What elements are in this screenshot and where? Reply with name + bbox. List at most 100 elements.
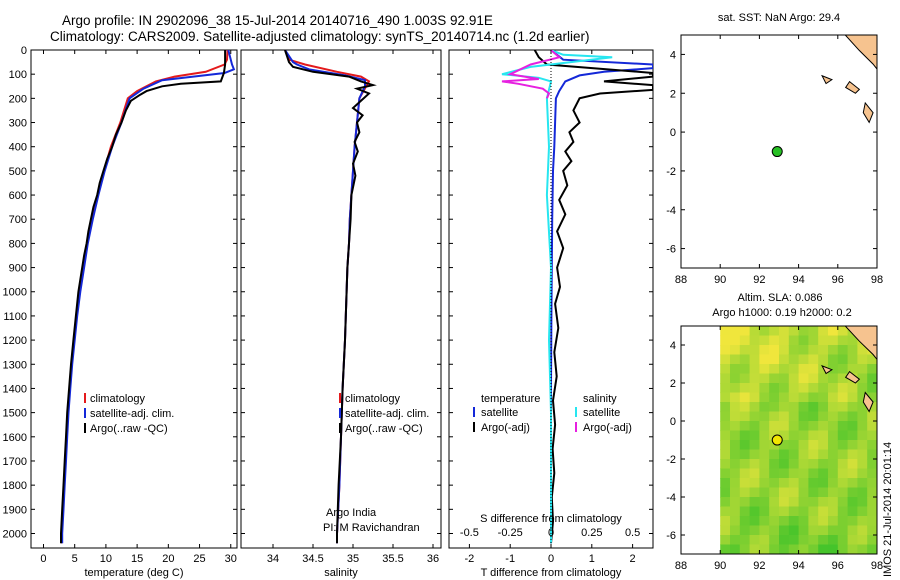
y-tick-label: 1800 — [3, 480, 27, 492]
x-tick-label: 34.5 — [302, 553, 323, 565]
heatmap-cell — [798, 516, 809, 527]
heatmap-cell — [857, 421, 868, 432]
heatmap-cell — [798, 383, 809, 394]
x-axis-label: temperature (deg C) — [84, 567, 183, 579]
heatmap-cell — [779, 345, 790, 356]
heatmap-cell — [720, 383, 731, 394]
heatmap-cell — [759, 335, 770, 346]
landmass — [844, 326, 877, 361]
legend-label: satellite-adj. clim. — [90, 408, 174, 420]
heatmap-cell — [857, 487, 868, 498]
heatmap-cell — [769, 497, 780, 508]
heatmap-cell — [788, 487, 800, 498]
heatmap-cell — [788, 516, 800, 527]
heatmap-cell — [798, 430, 809, 441]
heatmap-cell — [788, 364, 800, 375]
heatmap-cell — [808, 345, 819, 356]
heatmap-cell — [847, 497, 858, 508]
heatmap-cell — [759, 411, 770, 422]
y-tick-label: 2 — [670, 88, 676, 100]
y-tick-label: -2 — [666, 166, 676, 178]
heatmap-cell — [857, 478, 868, 489]
heatmap-cell — [818, 525, 829, 536]
heatmap-cell — [730, 516, 741, 527]
heatmap-cell — [857, 430, 868, 441]
y-tick-label: 2 — [670, 378, 676, 390]
series-line-t-satellite — [550, 50, 653, 544]
heatmap-cell — [847, 449, 858, 460]
heatmap-cell — [847, 525, 858, 536]
heatmap-cell — [720, 345, 731, 356]
heatmap-cell — [818, 326, 829, 337]
heatmap-cell — [847, 544, 858, 554]
heatmap-cell — [828, 516, 839, 527]
heatmap-cell — [808, 392, 819, 403]
heatmap-cell — [730, 411, 741, 422]
heatmap-cell — [857, 373, 868, 384]
pi-annotation-line2: PI: M Ravichandran — [323, 522, 420, 534]
heatmap-cell — [749, 516, 760, 527]
heatmap-cell — [759, 373, 770, 384]
heatmap-cell — [857, 354, 868, 365]
x-tick-label: 88 — [675, 274, 687, 286]
heatmap-cell — [739, 326, 751, 337]
heatmap-cell — [847, 506, 858, 517]
heatmap-cell — [779, 326, 790, 337]
heatmap-cell — [720, 525, 731, 536]
y-tick-label: 100 — [9, 69, 27, 81]
map-frame — [680, 325, 878, 555]
heatmap-cell — [847, 535, 858, 546]
heatmap-cell — [837, 326, 849, 337]
heatmap-cell — [857, 525, 868, 536]
heatmap-cell — [798, 440, 809, 451]
x-tick-label: 92 — [753, 274, 765, 286]
heatmap-cell — [867, 516, 877, 527]
heatmap-cell — [808, 354, 819, 365]
heatmap-cell — [828, 411, 839, 422]
heatmap-cell — [828, 421, 839, 432]
heatmap-cell — [847, 459, 858, 470]
heatmap-cell — [857, 516, 868, 527]
x-tick-label: 90 — [714, 274, 726, 286]
heatmap-cell — [837, 402, 849, 413]
legend-heading-salinity: salinity — [583, 393, 617, 405]
heatmap-cell — [739, 335, 751, 346]
heatmap-cell — [788, 421, 800, 432]
heatmap-cell — [837, 354, 849, 365]
heatmap-cell — [847, 364, 858, 375]
heatmap-cell — [720, 506, 731, 517]
heatmap-cell — [828, 487, 839, 498]
heatmap-cell — [837, 487, 849, 498]
heatmap-cell — [739, 440, 751, 451]
heatmap-cell — [769, 525, 780, 536]
heatmap-cell — [759, 535, 770, 546]
heatmap-cell — [779, 440, 790, 451]
heatmap-cell — [788, 459, 800, 470]
heatmap-cell — [857, 440, 868, 451]
y-tick-label: 500 — [9, 166, 27, 178]
heatmap-cell — [837, 411, 849, 422]
x-tick-label: 25 — [193, 553, 205, 565]
heatmap-cell — [828, 535, 839, 546]
heatmap-cell — [798, 459, 809, 470]
heatmap-cell — [720, 373, 731, 384]
heatmap-cell — [759, 449, 770, 460]
heatmap-cell — [857, 506, 868, 517]
heatmap-cell — [720, 478, 731, 489]
heatmap-cell — [867, 364, 877, 375]
heatmap-cell — [808, 516, 819, 527]
heatmap-cell — [798, 345, 809, 356]
heatmap-cell — [730, 487, 741, 498]
heatmap-cell — [788, 506, 800, 517]
heatmap-cell — [739, 468, 751, 479]
heatmap-cell — [749, 383, 760, 394]
y-tick-label: 0 — [21, 45, 27, 57]
heatmap-cell — [828, 459, 839, 470]
heatmap-cell — [808, 402, 819, 413]
heatmap-cell — [867, 421, 877, 432]
heatmap-cell — [867, 459, 877, 470]
figure-title-line2: Climatology: CARS2009. Satellite-adjuste… — [50, 29, 590, 44]
heatmap-cell — [867, 544, 877, 554]
heatmap-cell — [739, 392, 751, 403]
